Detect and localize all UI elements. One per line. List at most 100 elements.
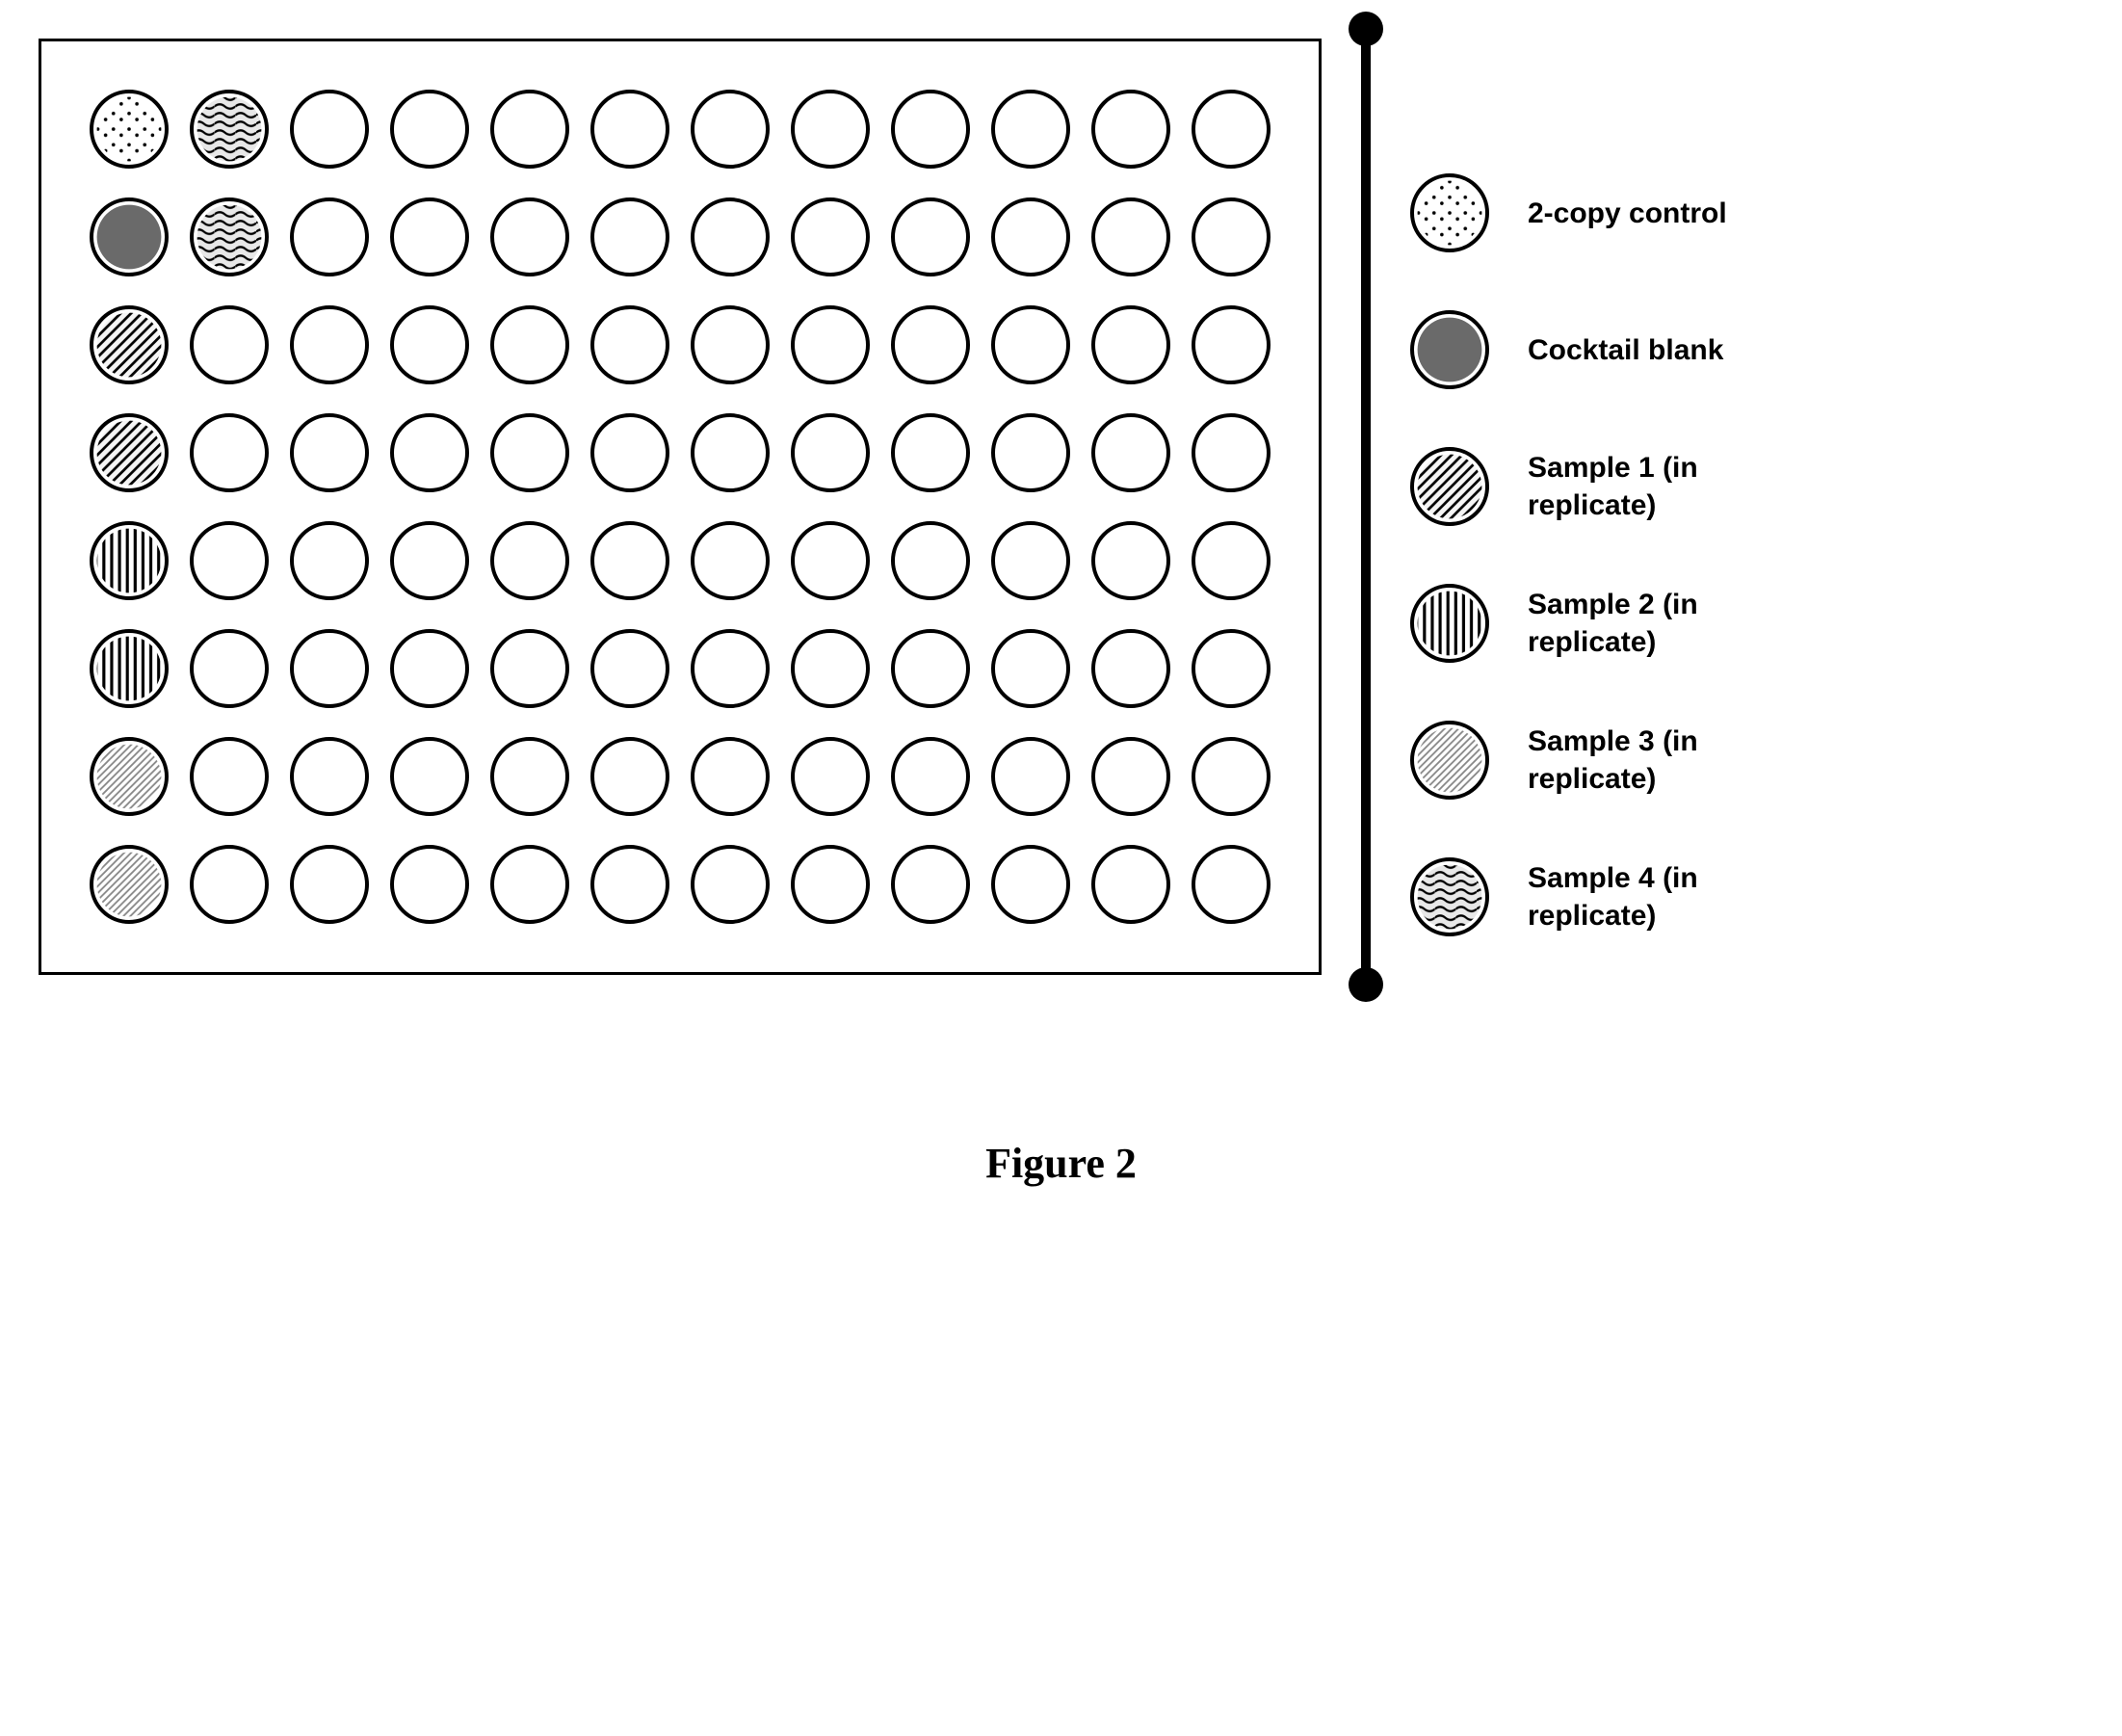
plate-row (90, 845, 1271, 924)
well-empty (590, 845, 669, 924)
well-empty (1091, 197, 1170, 276)
legend-icon-dots (1410, 173, 1489, 252)
well-empty (691, 521, 770, 600)
well-finehatch (90, 737, 169, 816)
barbell-connector (1360, 29, 1372, 985)
well-wavy (190, 90, 269, 169)
well-empty (190, 413, 269, 492)
well-empty (991, 90, 1070, 169)
well-hatch (90, 305, 169, 384)
well-empty (590, 629, 669, 708)
well-empty (1192, 521, 1271, 600)
well-empty (490, 305, 569, 384)
well-empty (190, 521, 269, 600)
well-empty (891, 305, 970, 384)
well-empty (490, 737, 569, 816)
well-empty (691, 197, 770, 276)
well-empty (891, 197, 970, 276)
well-dots (90, 90, 169, 169)
plate-wrapper (39, 39, 1322, 975)
well-empty (991, 845, 1070, 924)
well-empty (290, 413, 369, 492)
legend: 2-copy control Cocktail blank Sample 1 (in… (1410, 173, 1740, 936)
well-empty (691, 305, 770, 384)
barbell-top-dot (1349, 12, 1383, 46)
legend-label: Sample 3 (in replicate) (1528, 723, 1740, 798)
well-empty (390, 845, 469, 924)
well-empty (891, 845, 970, 924)
legend-item: Sample 4 (in replicate) (1410, 857, 1740, 936)
well-empty (691, 845, 770, 924)
well-empty (1192, 90, 1271, 169)
well-empty (791, 305, 870, 384)
well-empty (1192, 197, 1271, 276)
well-empty (1091, 629, 1170, 708)
well-empty (590, 521, 669, 600)
well-empty (290, 197, 369, 276)
legend-icon-wavy (1410, 857, 1489, 936)
plate-row (90, 521, 1271, 600)
main-container: 2-copy control Cocktail blank Sample 1 (in… (39, 39, 2083, 985)
well-empty (390, 90, 469, 169)
legend-label: 2-copy control (1528, 195, 1727, 232)
well-empty (1091, 90, 1170, 169)
well-empty (290, 305, 369, 384)
well-empty (991, 197, 1070, 276)
legend-label: Cocktail blank (1528, 331, 1723, 369)
well-empty (991, 305, 1070, 384)
well-empty (390, 413, 469, 492)
plate-row (90, 90, 1271, 169)
plate-row (90, 305, 1271, 384)
well-empty (590, 197, 669, 276)
legend-icon-vertical (1410, 584, 1489, 663)
well-empty (891, 413, 970, 492)
well-empty (390, 197, 469, 276)
well-empty (1091, 845, 1170, 924)
well-empty (691, 629, 770, 708)
well-vertical (90, 629, 169, 708)
legend-icon-solid (1410, 310, 1489, 389)
plate-row (90, 737, 1271, 816)
plate-row (90, 629, 1271, 708)
well-empty (190, 845, 269, 924)
well-empty (791, 521, 870, 600)
well-empty (1091, 737, 1170, 816)
legend-item: Cocktail blank (1410, 310, 1740, 389)
figure-caption: Figure 2 (39, 1139, 2083, 1188)
well-empty (390, 737, 469, 816)
well-empty (791, 197, 870, 276)
well-empty (590, 90, 669, 169)
well-empty (691, 90, 770, 169)
well-empty (691, 413, 770, 492)
well-empty (1091, 413, 1170, 492)
well-empty (490, 413, 569, 492)
well-empty (891, 629, 970, 708)
well-empty (190, 737, 269, 816)
legend-item: Sample 2 (in replicate) (1410, 584, 1740, 663)
barbell-bottom-dot (1349, 967, 1383, 1002)
legend-icon-finehatch (1410, 721, 1489, 800)
well-empty (590, 413, 669, 492)
well-empty (290, 90, 369, 169)
well-empty (490, 629, 569, 708)
well-empty (490, 197, 569, 276)
legend-label: Sample 2 (in replicate) (1528, 586, 1740, 661)
well-empty (791, 737, 870, 816)
legend-label: Sample 1 (in replicate) (1528, 449, 1740, 524)
well-empty (991, 521, 1070, 600)
well-empty (791, 90, 870, 169)
well-empty (490, 90, 569, 169)
well-empty (791, 845, 870, 924)
well-empty (390, 521, 469, 600)
well-empty (390, 305, 469, 384)
well-empty (1192, 629, 1271, 708)
well-empty (290, 737, 369, 816)
well-empty (791, 629, 870, 708)
legend-icon-hatch (1410, 447, 1489, 526)
well-hatch (90, 413, 169, 492)
well-plate (39, 39, 1322, 975)
well-empty (390, 629, 469, 708)
well-empty (691, 737, 770, 816)
legend-item: Sample 3 (in replicate) (1410, 721, 1740, 800)
well-empty (1192, 305, 1271, 384)
